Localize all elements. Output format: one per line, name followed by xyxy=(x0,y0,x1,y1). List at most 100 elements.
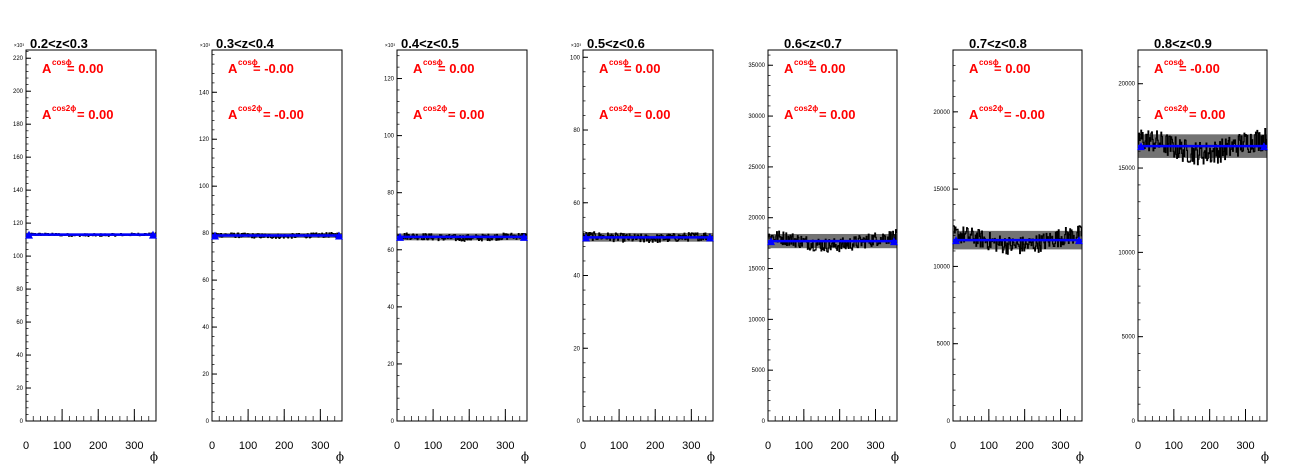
x-tick-label: 0 xyxy=(1135,440,1141,452)
y-tick-label: 140 xyxy=(199,90,210,96)
panel-title: 0.5<z<0.6 xyxy=(587,36,645,51)
x-axis-label: ϕ xyxy=(891,450,899,464)
y-tick-label: 60 xyxy=(16,320,23,326)
asymmetry-cos-value: = 0.00 xyxy=(67,61,104,76)
x-axis-label: ϕ xyxy=(707,450,715,464)
x-tick-label: 200 xyxy=(830,440,848,452)
x-tick-label: 100 xyxy=(424,440,442,452)
asymmetry-cos2-value: = 0.00 xyxy=(448,107,485,122)
y-tick-label: 60 xyxy=(387,248,394,254)
asymmetry-cos-symbol: A xyxy=(969,61,979,76)
y-tick-label: 40 xyxy=(202,325,209,331)
panel-title: 0.7<z<0.8 xyxy=(969,36,1027,51)
y-tick-label: 100 xyxy=(384,134,395,140)
fit-marker xyxy=(582,233,590,242)
x-tick-label: 300 xyxy=(866,440,884,452)
fit-marker xyxy=(952,236,960,245)
panel-5: 0 5000 10000 15000 20000 25000 30000 35000 0 100 2… xyxy=(748,36,899,464)
panel-4: 0 20 40 60 80 100 0 100 200 300 ϕ ×10³ 0.5<z<0.6 A cos… xyxy=(570,36,715,464)
fit-marker xyxy=(335,231,343,240)
y-tick-label: 120 xyxy=(13,221,24,227)
asymmetry-cos-symbol: A xyxy=(228,61,238,76)
x-tick-label: 300 xyxy=(125,440,143,452)
asymmetry-cos2-value: = 0.00 xyxy=(1189,107,1226,122)
panel-title: 0.4<z<0.5 xyxy=(401,36,459,51)
y-tick-label: 0 xyxy=(206,419,210,425)
y-tick-label: 40 xyxy=(16,353,23,359)
y-multiplier: ×10³ xyxy=(571,43,581,49)
fit-marker xyxy=(1137,142,1145,151)
y-tick-label: 120 xyxy=(384,77,395,83)
x-tick-label: 200 xyxy=(1015,440,1033,452)
y-tick-label: 160 xyxy=(13,155,24,161)
panel-title: 0.2<z<0.3 xyxy=(30,36,88,51)
asymmetry-cos-value: = 0.00 xyxy=(994,61,1031,76)
y-tick-label: 40 xyxy=(387,305,394,311)
y-tick-label: 80 xyxy=(573,128,580,134)
x-tick-label: 100 xyxy=(53,440,71,452)
y-tick-label: 100 xyxy=(199,184,210,190)
x-tick-label: 300 xyxy=(311,440,329,452)
y-tick-label: 100 xyxy=(13,254,24,260)
asymmetry-cos2-symbol: A xyxy=(228,107,238,122)
panel-2: 0 20 40 60 80 100 120 140 0 100 200 300 ϕ ×10³ 0.3<z<0… xyxy=(199,36,344,464)
y-tick-label: 0 xyxy=(1132,419,1136,425)
y-tick-label: 5000 xyxy=(1122,335,1136,341)
x-tick-label: 100 xyxy=(795,440,813,452)
y-tick-label: 10000 xyxy=(748,317,765,323)
x-tick-label: 200 xyxy=(646,440,664,452)
plot-frame xyxy=(1137,49,1268,422)
x-axis-label: ϕ xyxy=(150,450,158,464)
fit-marker xyxy=(1260,142,1268,151)
x-tick-label: 0 xyxy=(394,440,400,452)
x-tick-label: 300 xyxy=(1051,440,1069,452)
x-tick-label: 300 xyxy=(496,440,514,452)
asymmetry-cos2-superscript: cos2ϕ xyxy=(423,104,447,113)
asymmetry-cos2-symbol: A xyxy=(784,107,794,122)
y-tick-label: 60 xyxy=(202,278,209,284)
y-tick-label: 200 xyxy=(13,89,24,95)
y-tick-label: 5000 xyxy=(752,368,766,374)
asymmetry-cos-superscript: cosϕ xyxy=(52,58,72,67)
asymmetry-cos2-value: = -0.00 xyxy=(1004,107,1045,122)
asymmetry-cos-superscript: cosϕ xyxy=(1164,58,1184,67)
fit-marker xyxy=(767,237,775,246)
asymmetry-cos-value: = -0.00 xyxy=(253,61,294,76)
asymmetry-cos2-symbol: A xyxy=(599,107,609,122)
y-multiplier: ×10³ xyxy=(14,43,24,49)
y-tick-label: 20 xyxy=(573,346,580,352)
asymmetry-cos-symbol: A xyxy=(784,61,794,76)
y-tick-label: 20 xyxy=(16,386,23,392)
fit-marker xyxy=(149,230,157,239)
fit-marker xyxy=(25,230,33,239)
asymmetry-cos-value: = 0.00 xyxy=(438,61,475,76)
asymmetry-cos-symbol: A xyxy=(413,61,423,76)
x-tick-label: 0 xyxy=(765,440,771,452)
x-tick-label: 200 xyxy=(89,440,107,452)
y-tick-label: 20000 xyxy=(748,216,765,222)
asymmetry-cos-symbol: A xyxy=(1154,61,1164,76)
fit-marker xyxy=(890,237,898,246)
y-tick-label: 20000 xyxy=(1118,82,1135,88)
y-tick-label: 0 xyxy=(391,419,395,425)
asymmetry-cos-superscript: cosϕ xyxy=(979,58,999,67)
y-tick-label: 220 xyxy=(13,56,24,62)
y-tick-label: 30000 xyxy=(748,114,765,120)
asymmetry-cos-superscript: cosϕ xyxy=(238,58,258,67)
x-tick-label: 0 xyxy=(23,440,29,452)
asymmetry-cos2-superscript: cos2ϕ xyxy=(52,104,76,113)
asymmetry-cos-value: = -0.00 xyxy=(1179,61,1220,76)
y-tick-label: 0 xyxy=(762,419,766,425)
asymmetry-cos-symbol: A xyxy=(599,61,609,76)
asymmetry-cos-value: = 0.00 xyxy=(624,61,661,76)
y-tick-label: 0 xyxy=(577,419,581,425)
asymmetry-cos-value: = 0.00 xyxy=(809,61,846,76)
asymmetry-cos2-value: = 0.00 xyxy=(634,107,671,122)
asymmetry-cos-superscript: cosϕ xyxy=(423,58,443,67)
panel-7: 0 5000 10000 15000 20000 0 100 200 300 ϕ 0.8<z<0.9… xyxy=(1118,36,1269,464)
asymmetry-cos2-value: = 0.00 xyxy=(819,107,856,122)
y-multiplier: ×10³ xyxy=(385,43,395,49)
x-tick-label: 300 xyxy=(1236,440,1254,452)
panel-6: 0 5000 10000 15000 20000 0 100 200 300 ϕ 0.7<z<0.8… xyxy=(933,36,1084,464)
